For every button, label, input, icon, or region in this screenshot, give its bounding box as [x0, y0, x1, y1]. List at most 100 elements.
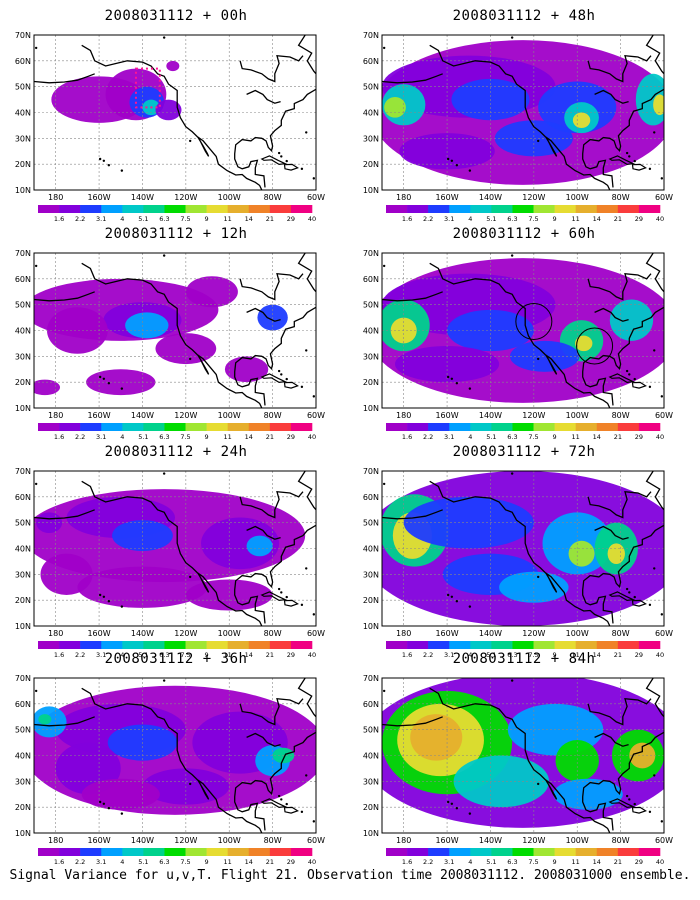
island: [653, 567, 656, 570]
lon-label: 180: [48, 411, 63, 420]
colorbar-swatch: [101, 423, 123, 431]
variance-contour: [568, 540, 595, 567]
coastline: [582, 678, 664, 831]
variance-map: 10N 20N 30N 40N 50N 60N 70N 180 160W 140W 120W 100W…: [363, 249, 673, 441]
island: [280, 798, 283, 801]
island: [34, 689, 38, 693]
lon-label: 140W: [131, 193, 154, 202]
island: [522, 249, 524, 251]
panel-title: 2008031112 + 24h: [104, 444, 248, 460]
coastline: [234, 253, 316, 406]
colorbar-swatch: [449, 641, 471, 649]
colorbar-label: 14: [593, 215, 601, 223]
island: [102, 159, 106, 163]
colorbar-swatch: [101, 848, 123, 856]
colorbar-swatch: [470, 205, 492, 213]
island: [280, 591, 283, 594]
colorbar-label: 29: [287, 433, 295, 441]
variance-contour: [607, 543, 625, 564]
colorbar-swatch: [164, 848, 186, 856]
variance-contour: [166, 60, 180, 72]
island: [455, 600, 459, 603]
variance-contour: [453, 755, 550, 808]
island: [102, 595, 106, 599]
colorbar-label: 40: [308, 433, 316, 441]
lon-label: 180: [396, 411, 411, 420]
lon-label: 160W: [87, 411, 110, 420]
colorbar-label: 4: [120, 433, 124, 441]
lon-label: 140W: [131, 836, 154, 845]
colorbar-label: 40: [308, 858, 316, 866]
colorbar-label: 4: [468, 858, 472, 866]
coastline: [239, 54, 304, 83]
colorbar-label: 3.1: [444, 433, 454, 441]
colorbar-swatch: [206, 423, 228, 431]
colorbar-swatch: [164, 641, 186, 649]
lat-label: 30N: [363, 570, 379, 579]
variance-field: [382, 678, 664, 833]
lon-label: 60W: [307, 193, 325, 202]
coastline: [582, 471, 664, 624]
colorbar-swatch: [428, 641, 450, 649]
coastline: [382, 716, 443, 727]
colorbar-label: 3.1: [96, 651, 106, 659]
colorbar-label: 21: [614, 651, 622, 659]
island: [382, 264, 386, 268]
coastline: [239, 697, 304, 726]
colorbar-label: 29: [287, 858, 295, 866]
lat-label: 10N: [363, 404, 379, 413]
colorbar-swatch: [227, 641, 250, 649]
colorbar-swatch: [617, 205, 640, 213]
lon-label: 120W: [174, 411, 197, 420]
island: [455, 382, 459, 385]
colorbar-swatch: [428, 423, 450, 431]
colorbar-swatch: [122, 423, 144, 431]
island: [468, 169, 472, 172]
lon-label: 180: [48, 629, 63, 638]
lon-label: 160W: [435, 629, 458, 638]
colorbar-swatch: [575, 205, 598, 213]
lon-label: 120W: [522, 193, 545, 202]
colorbar-label: 4: [468, 651, 472, 659]
colorbar-swatch: [449, 848, 471, 856]
island: [446, 375, 450, 379]
colorbar-label: 3.1: [444, 858, 454, 866]
colorbar-label: 9: [205, 433, 209, 441]
coastline: [34, 73, 95, 84]
colorbar-label: 6.3: [159, 651, 169, 659]
coastline: [594, 89, 629, 104]
island: [34, 482, 38, 486]
island: [468, 387, 472, 390]
island: [174, 249, 176, 251]
colorbar-swatch: [59, 205, 81, 213]
colorbar-swatch: [248, 848, 271, 856]
lat-label: 20N: [363, 378, 379, 387]
island: [648, 603, 652, 607]
lon-label: 100W: [566, 836, 589, 845]
lon-label: 60W: [307, 836, 325, 845]
colorbar-label: 5.1: [486, 215, 496, 223]
lat-label: 10N: [15, 404, 31, 413]
colorbar-label: 3.1: [444, 651, 454, 659]
island: [34, 46, 38, 50]
variance-field: [34, 35, 316, 190]
island: [120, 605, 124, 608]
colorbar-swatch: [206, 205, 228, 213]
colorbar-swatch: [38, 848, 60, 856]
colorbar-label: 2.2: [75, 215, 85, 223]
colorbar-swatch: [617, 848, 640, 856]
colorbar-label: 7.5: [180, 858, 190, 866]
island: [648, 385, 652, 389]
colorbar-swatch: [596, 205, 619, 213]
colorbar-swatch: [38, 641, 60, 649]
lat-label: 30N: [363, 777, 379, 786]
lat-label: 20N: [363, 596, 379, 605]
lon-label: 60W: [307, 411, 325, 420]
colorbar-label: 40: [656, 215, 664, 223]
island: [34, 264, 38, 268]
island: [648, 167, 652, 171]
island: [98, 593, 102, 597]
colorbar-swatch: [554, 641, 576, 649]
colorbar-swatch: [269, 423, 292, 431]
island: [468, 812, 472, 815]
